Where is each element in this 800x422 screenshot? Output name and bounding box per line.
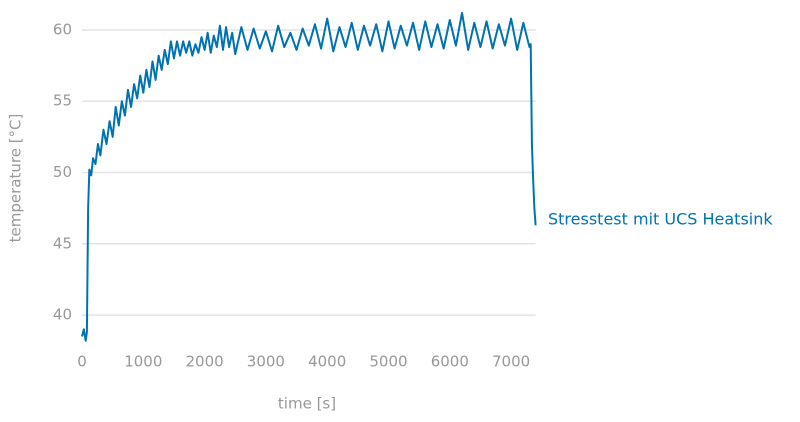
series-label: Stresstest mit UCS Heatsink [548,210,773,229]
x-tick-label: 1000 [124,353,162,371]
y-tick-label: 45 [53,234,72,252]
y-tick-label: 55 [53,92,72,110]
y-tick-label: 40 [53,306,72,324]
x-tick-label: 3000 [247,353,285,371]
y-tick-label: 60 [53,20,72,38]
x-tick-label: 0 [77,353,87,371]
data-line [81,11,537,342]
x-tick-label: 6000 [431,353,469,371]
x-tick-label: 5000 [369,353,407,371]
x-tick-label: 2000 [186,353,224,371]
x-tick-label: 7000 [492,353,530,371]
x-axis-label: time [s] [278,395,336,413]
y-axis-label: temperature [°C] [7,114,25,243]
x-tick-label: 4000 [308,353,346,371]
y-tick-label: 50 [53,163,72,181]
